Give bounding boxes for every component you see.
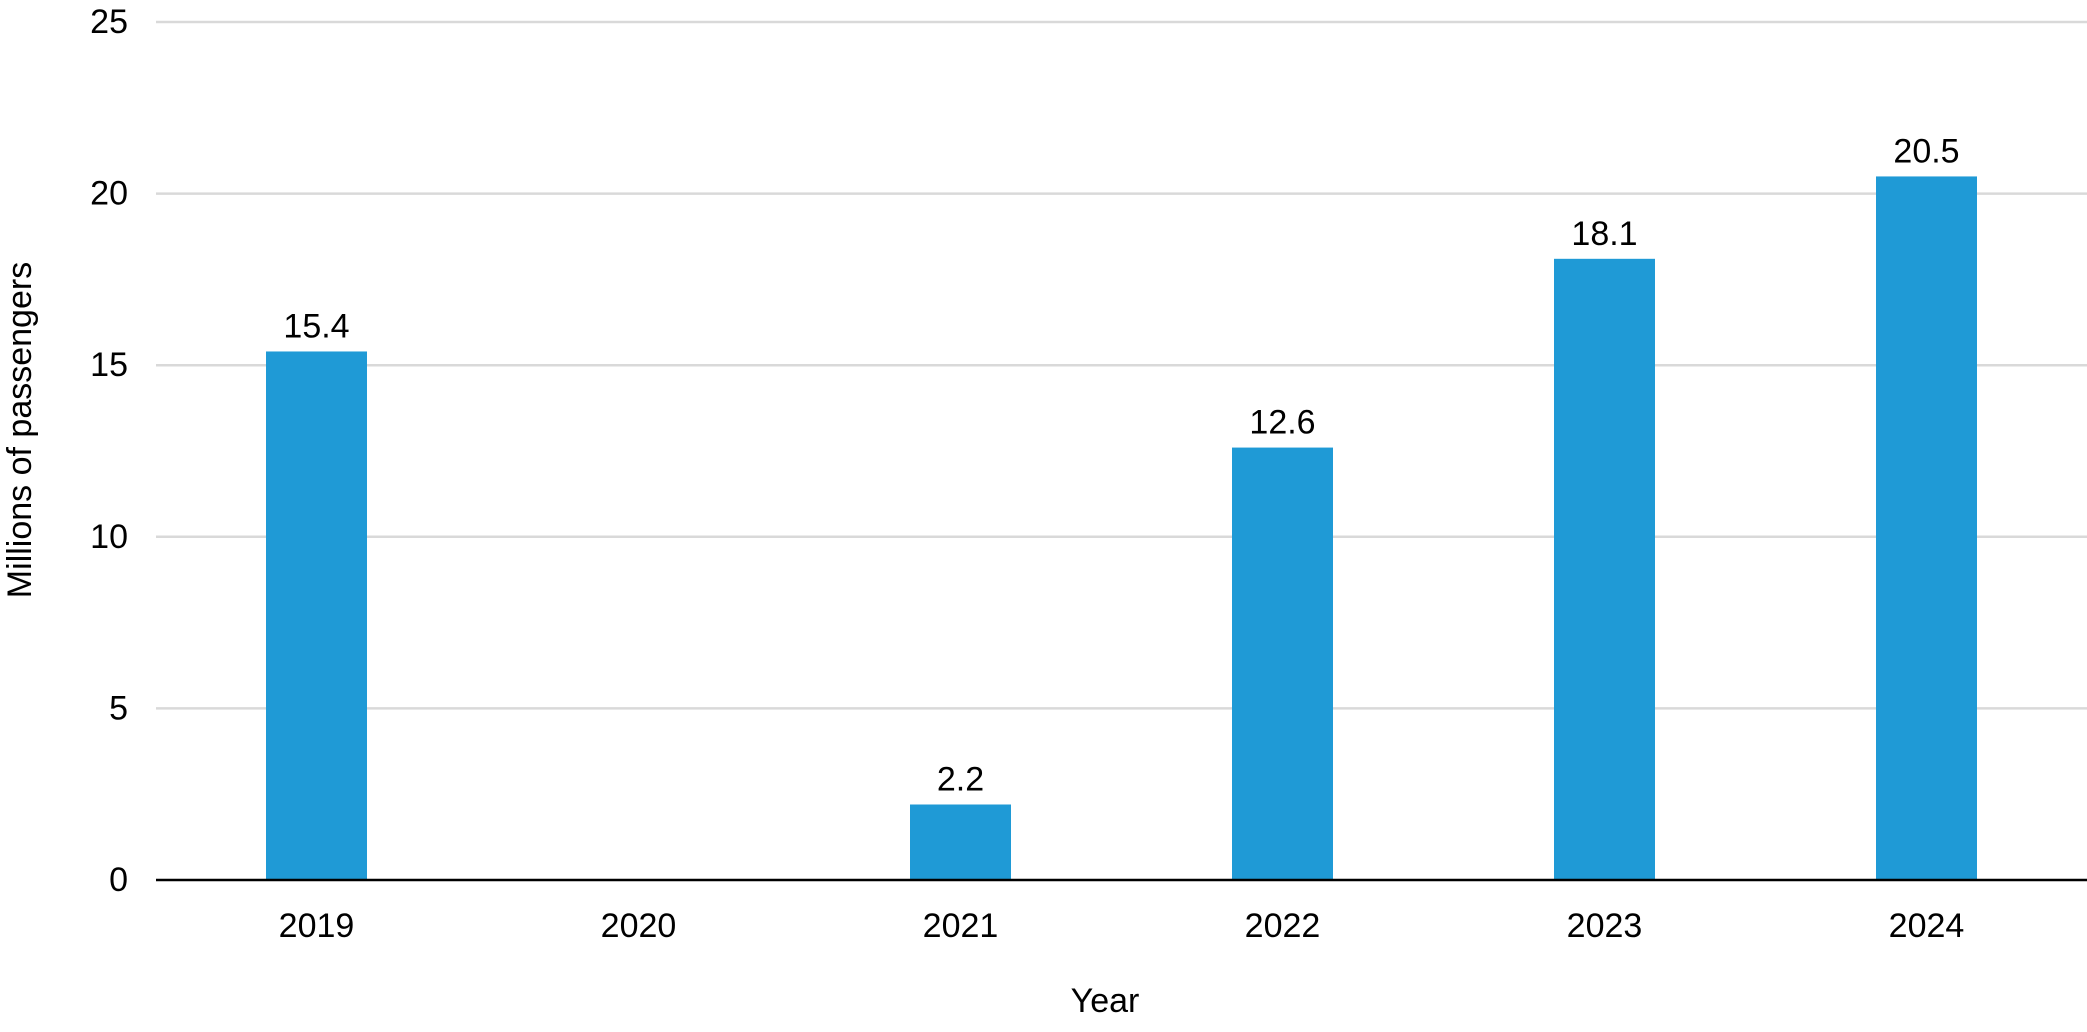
x-tick-label: 2024 <box>1889 907 1965 945</box>
bar-2021 <box>910 804 1011 880</box>
bar-value-label: 12.6 <box>1249 404 1315 442</box>
labels: 0 5 10 15 20 25 15.4 2019 2020 2.2 2021 12.6 2022 18.… <box>90 3 1964 945</box>
x-axis-title: Year <box>1071 982 1140 1020</box>
bar-2023 <box>1554 258 1655 881</box>
bar-value-label: 15.4 <box>283 307 349 345</box>
bar-value-label: 20.5 <box>1893 132 1959 170</box>
y-tick-label: 20 <box>90 175 128 213</box>
bar-2024 <box>1876 176 1977 880</box>
x-tick-label: 2019 <box>279 907 355 945</box>
bar-2022 <box>1232 447 1333 880</box>
y-tick-label: 5 <box>109 689 128 727</box>
y-tick-label: 0 <box>109 861 128 899</box>
bar-value-label: 2.2 <box>937 760 984 798</box>
x-tick-label: 2022 <box>1245 907 1321 945</box>
x-tick-label: 2023 <box>1567 907 1643 945</box>
x-tick-label: 2020 <box>601 907 677 945</box>
x-tick-label: 2021 <box>923 907 999 945</box>
y-tick-label: 15 <box>90 346 128 384</box>
y-tick-label: 25 <box>90 3 128 41</box>
bars <box>266 176 1977 881</box>
y-tick-label: 10 <box>90 518 128 556</box>
bar-2019 <box>266 351 367 880</box>
gridlines <box>156 20 2087 710</box>
y-axis-title: Millions of passengers <box>1 262 39 598</box>
bar-value-label: 18.1 <box>1571 215 1637 253</box>
